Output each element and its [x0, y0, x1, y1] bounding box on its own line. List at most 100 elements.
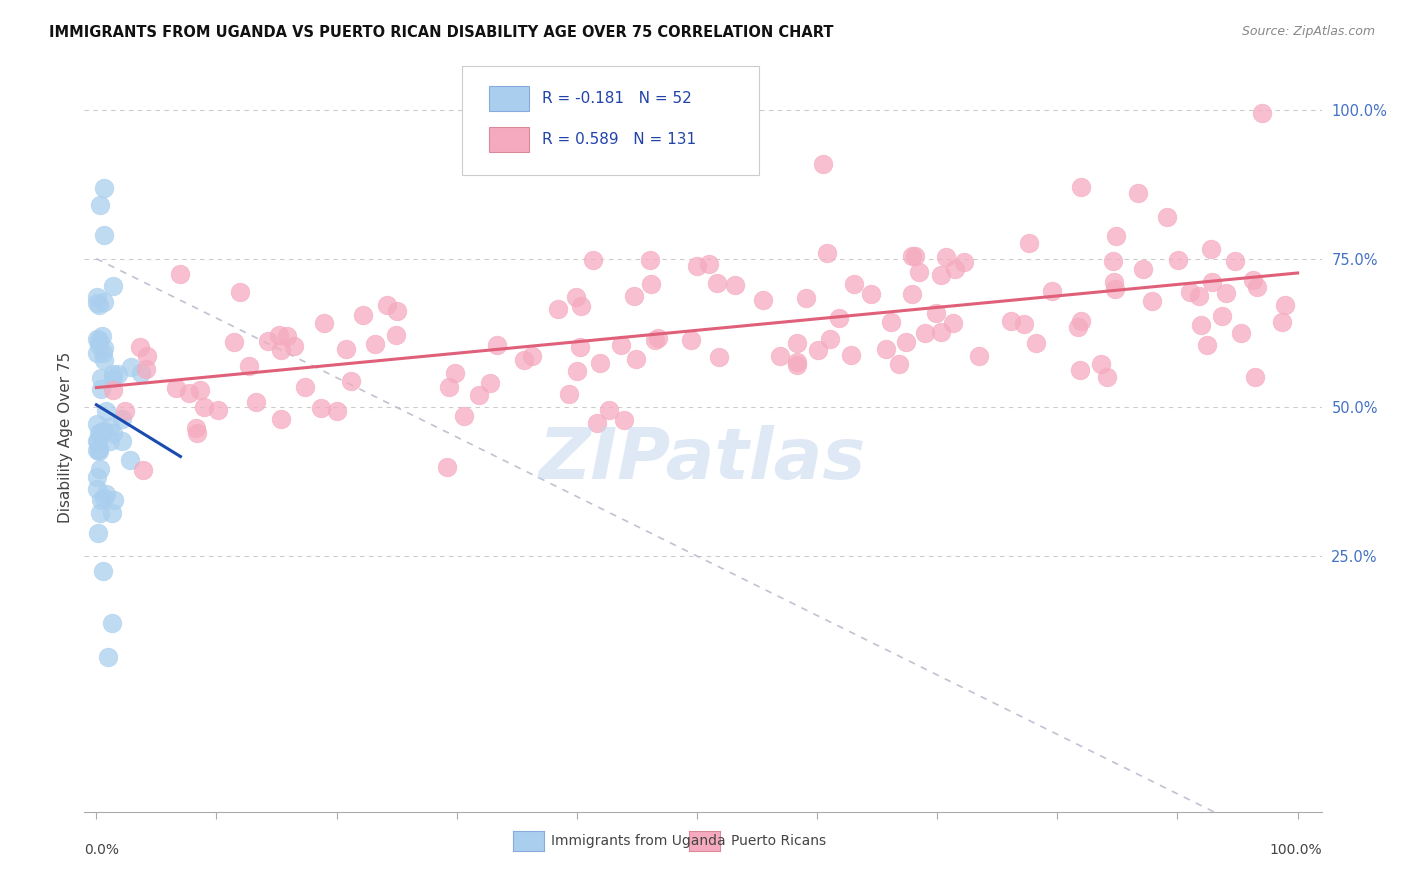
Point [86, 442, 108, 457]
Point [786, 358, 808, 372]
Point [875, 342, 897, 356]
Point [1189, 318, 1212, 332]
Point [326, 404, 349, 418]
Point [547, 301, 569, 316]
Point [103, 384, 125, 398]
Point [1211, 309, 1233, 323]
Point [929, 268, 952, 282]
Text: 0.0%: 0.0% [84, 843, 120, 857]
Point [93, 491, 115, 506]
Point [87, 526, 110, 541]
Point [186, 420, 208, 434]
Point [97, 650, 120, 665]
Point [644, 333, 666, 347]
Point [87, 298, 110, 312]
Point [839, 348, 862, 362]
Point [90, 425, 112, 439]
Point [647, 330, 669, 344]
Point [1105, 229, 1128, 244]
Point [681, 333, 703, 347]
Point [513, 353, 536, 368]
Point [387, 304, 409, 318]
Point [222, 334, 245, 349]
Point [1140, 293, 1163, 308]
Point [90, 371, 112, 385]
Point [270, 343, 292, 357]
Point [1102, 275, 1125, 289]
Point [114, 404, 136, 418]
Point [120, 359, 142, 374]
Point [111, 434, 134, 448]
Point [1095, 370, 1118, 384]
Point [1070, 314, 1092, 328]
Point [1271, 315, 1294, 329]
Point [706, 276, 728, 290]
Point [169, 267, 191, 281]
Point [896, 335, 918, 350]
Point [589, 356, 612, 370]
Point [582, 253, 605, 268]
Point [86, 346, 108, 360]
Point [1156, 211, 1178, 225]
Point [276, 329, 298, 343]
Point [294, 380, 316, 394]
Text: 100.0%: 100.0% [1270, 843, 1322, 857]
Point [925, 306, 948, 320]
Point [568, 340, 591, 354]
Point [908, 265, 931, 279]
Point [101, 278, 124, 293]
Point [752, 293, 775, 307]
Point [89, 198, 111, 212]
Point [87, 434, 110, 448]
Point [101, 615, 124, 630]
Point [1018, 235, 1040, 250]
Point [93, 227, 115, 242]
Point [107, 367, 129, 381]
Point [612, 413, 634, 427]
Point [1132, 261, 1154, 276]
Point [101, 367, 124, 381]
Point [436, 460, 458, 475]
Point [90, 493, 112, 508]
Point [859, 286, 882, 301]
Point [314, 316, 336, 330]
Point [283, 339, 305, 353]
Point [1102, 253, 1125, 268]
Point [1025, 336, 1047, 351]
Point [935, 250, 957, 264]
Point [270, 412, 292, 426]
Point [101, 371, 124, 385]
Point [86, 470, 108, 484]
Point [817, 246, 839, 260]
Point [967, 349, 990, 363]
Point [624, 352, 647, 367]
Point [1230, 326, 1253, 340]
Point [103, 425, 125, 440]
Bar [489, 127, 529, 153]
Point [103, 493, 125, 508]
Point [91, 346, 114, 360]
Point [697, 257, 720, 271]
Point [827, 311, 849, 326]
Point [364, 337, 387, 351]
Point [453, 409, 475, 423]
Point [1201, 276, 1223, 290]
Point [686, 260, 709, 274]
Text: R = 0.589   N = 131: R = 0.589 N = 131 [543, 132, 696, 147]
Point [1187, 289, 1209, 303]
Point [257, 334, 280, 348]
Point [640, 277, 662, 291]
Point [100, 434, 122, 448]
Point [1246, 280, 1268, 294]
Point [135, 349, 157, 363]
Point [377, 298, 399, 312]
Point [1167, 253, 1189, 268]
Point [638, 253, 661, 268]
Point [96, 404, 118, 418]
Point [1250, 106, 1272, 120]
Point [1178, 285, 1201, 299]
Point [707, 350, 730, 364]
Point [86, 482, 108, 496]
Point [1197, 337, 1219, 351]
Point [229, 285, 252, 299]
